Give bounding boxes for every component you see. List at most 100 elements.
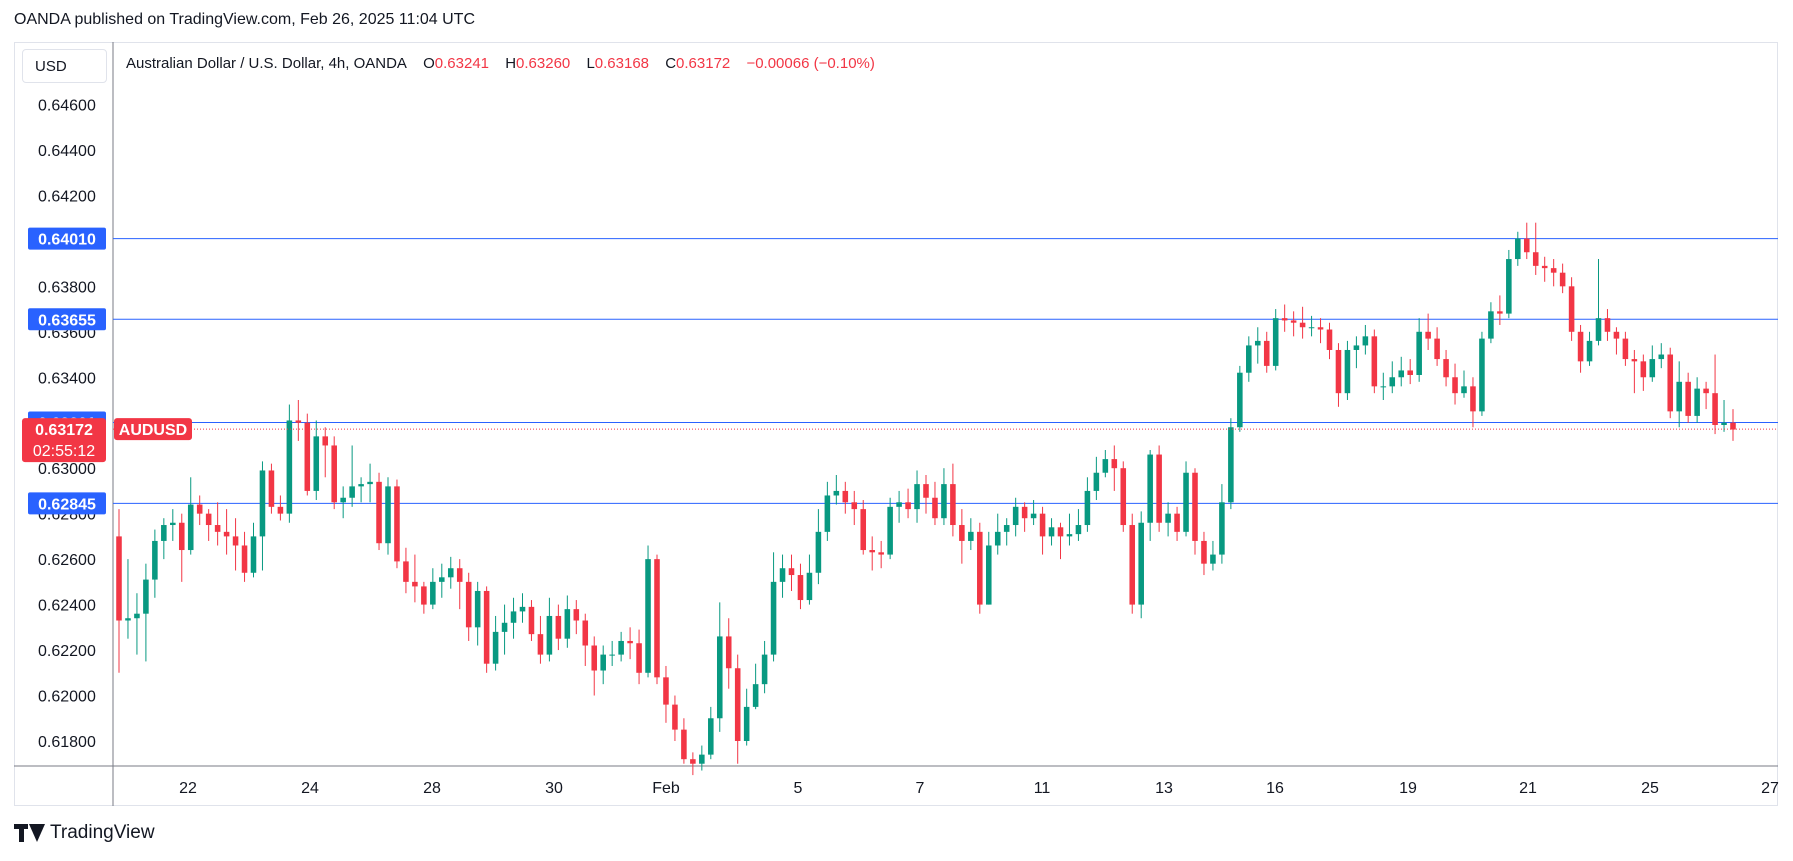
candle bbox=[1694, 377, 1700, 423]
candle bbox=[851, 490, 858, 526]
candle-body bbox=[1281, 318, 1288, 321]
candle bbox=[1488, 302, 1494, 344]
candle-body bbox=[734, 668, 741, 741]
candle bbox=[923, 475, 929, 514]
y-tick-label: 0.62000 bbox=[38, 689, 96, 706]
candle bbox=[788, 554, 795, 591]
candle bbox=[412, 554, 418, 603]
candle-body bbox=[1461, 386, 1467, 394]
candle-body bbox=[950, 484, 956, 526]
candle-body bbox=[654, 559, 660, 678]
candle-body bbox=[1631, 359, 1638, 362]
candle bbox=[1066, 513, 1073, 546]
candle bbox=[340, 486, 346, 519]
candle-body bbox=[1308, 327, 1315, 329]
candle-body bbox=[1721, 422, 1727, 425]
candle bbox=[1201, 531, 1207, 576]
candle-body bbox=[1730, 422, 1736, 430]
candle-body bbox=[932, 497, 938, 519]
candle bbox=[394, 479, 400, 569]
candle-body bbox=[447, 568, 454, 578]
candle-body bbox=[439, 577, 445, 582]
candle bbox=[1246, 336, 1252, 382]
candle bbox=[752, 663, 759, 710]
candle-body bbox=[555, 615, 562, 639]
currency-button[interactable]: USD bbox=[22, 49, 107, 83]
candle bbox=[968, 518, 974, 551]
candle-body bbox=[161, 525, 167, 541]
candle bbox=[779, 554, 786, 598]
candle-body bbox=[1452, 377, 1458, 394]
candle bbox=[815, 509, 822, 585]
candle bbox=[869, 536, 875, 571]
level-label: 0.63655 bbox=[38, 312, 96, 329]
candle bbox=[1353, 336, 1360, 369]
x-tick-label: 27 bbox=[1761, 780, 1779, 797]
horizontal-levels[interactable] bbox=[113, 238, 1778, 504]
candle bbox=[214, 502, 221, 546]
candle bbox=[322, 427, 329, 478]
candle-body bbox=[412, 581, 418, 587]
candle-body bbox=[152, 540, 158, 580]
candle-body bbox=[1030, 513, 1037, 519]
candle bbox=[519, 593, 526, 623]
candle-body bbox=[1613, 331, 1620, 339]
candle-body bbox=[923, 484, 929, 498]
candle bbox=[1497, 295, 1503, 325]
candle-body bbox=[761, 654, 768, 685]
candle bbox=[618, 631, 624, 662]
candle-body bbox=[860, 509, 867, 551]
legend-change: −0.00066 (−0.10%) bbox=[746, 55, 875, 72]
candle-body bbox=[403, 561, 409, 582]
candle-body bbox=[815, 531, 822, 573]
candle bbox=[761, 640, 768, 694]
candle bbox=[994, 513, 1001, 555]
candle bbox=[672, 695, 678, 741]
candle bbox=[196, 495, 203, 526]
candle-body bbox=[277, 506, 284, 514]
candle-body bbox=[564, 609, 571, 639]
candle-body bbox=[779, 568, 786, 582]
candle-body bbox=[1066, 534, 1073, 537]
candle bbox=[1228, 418, 1234, 510]
candle bbox=[582, 613, 589, 666]
candle-body bbox=[788, 568, 795, 576]
candle-body bbox=[295, 420, 302, 423]
candle bbox=[1389, 361, 1396, 394]
candle bbox=[932, 481, 938, 526]
candle bbox=[1219, 484, 1225, 564]
candle-body bbox=[1147, 454, 1153, 523]
candle bbox=[1703, 381, 1709, 410]
level-label: 0.64010 bbox=[38, 232, 96, 249]
time-axis[interactable]: 22 24 28 30 Feb 5 7 11 13 16 19 21 25 27 bbox=[14, 765, 1779, 797]
candle-body bbox=[833, 490, 840, 496]
candle-body bbox=[537, 634, 544, 655]
x-tick-label: 7 bbox=[916, 780, 925, 797]
candle bbox=[636, 629, 642, 685]
candle-body bbox=[385, 486, 391, 544]
candle-body bbox=[1192, 472, 1198, 541]
candle bbox=[1102, 450, 1109, 478]
candle bbox=[1452, 363, 1458, 405]
candle bbox=[1308, 315, 1315, 337]
candle bbox=[878, 540, 884, 569]
candle bbox=[842, 481, 849, 514]
candle-body bbox=[842, 490, 849, 503]
candle-body bbox=[1353, 345, 1360, 350]
candle-body bbox=[232, 536, 239, 546]
candle bbox=[537, 615, 544, 664]
candle bbox=[510, 597, 517, 639]
candle-body bbox=[1120, 468, 1127, 526]
candle bbox=[367, 463, 373, 503]
x-tick-label: 16 bbox=[1266, 780, 1284, 797]
price-labels: 0.640100.636550.632010.628450.6317202:55… bbox=[22, 227, 1778, 515]
candle-body bbox=[1488, 311, 1494, 339]
footer-brand[interactable]: TradingView bbox=[14, 822, 155, 844]
candle-body bbox=[286, 420, 293, 514]
candle bbox=[1344, 340, 1351, 400]
candle bbox=[591, 636, 598, 696]
candle bbox=[286, 404, 293, 523]
candle-body bbox=[681, 729, 687, 760]
y-tick-label: 0.63800 bbox=[38, 279, 96, 296]
